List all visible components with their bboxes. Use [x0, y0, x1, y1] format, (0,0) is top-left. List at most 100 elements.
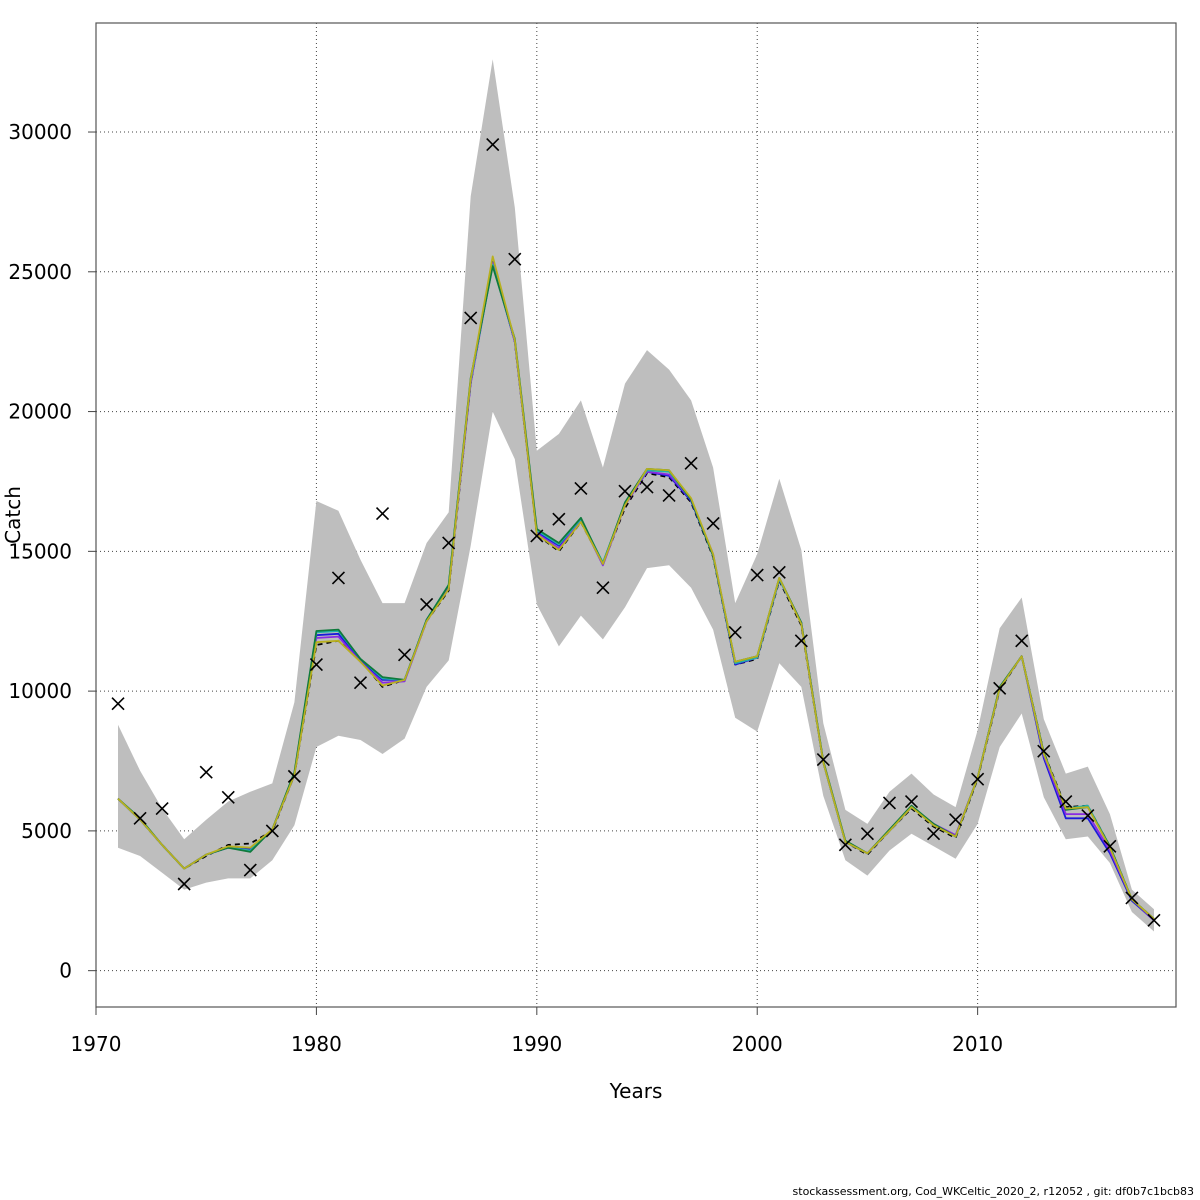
observation-stroke	[882, 796, 897, 810]
observation-point	[860, 827, 874, 841]
observation-stroke	[111, 697, 125, 711]
confidence-band-area	[118, 59, 1154, 932]
observation-point	[750, 568, 764, 582]
observation-point	[508, 252, 522, 266]
observation-stroke	[596, 581, 610, 595]
observation-stroke	[375, 507, 390, 521]
observation-stroke	[993, 681, 1007, 695]
y-axis-title: Catch	[1, 486, 25, 544]
observation-point	[287, 769, 301, 783]
observation-stroke	[618, 484, 632, 498]
observation-stroke	[486, 138, 500, 152]
observation-point	[794, 634, 808, 648]
observation-stroke	[794, 634, 808, 648]
observation-point	[111, 697, 125, 711]
observation-stroke	[816, 753, 830, 767]
observation-stroke	[1081, 808, 1095, 823]
x-axis: 1970 1980 1990 2000 2010	[71, 1007, 1003, 1056]
x-axis-title: Years	[609, 1079, 663, 1103]
observation-point	[552, 512, 566, 526]
observation-stroke	[331, 571, 346, 585]
observation-stroke	[420, 597, 434, 612]
observation-point	[1125, 891, 1139, 905]
x-tick-label: 1980	[291, 1032, 342, 1056]
observation-markers	[111, 138, 1161, 927]
observation-stroke	[309, 657, 323, 672]
observation-point	[375, 507, 390, 521]
y-tick-label: 10000	[8, 679, 72, 703]
observation-stroke	[155, 801, 169, 816]
observation-point	[1103, 839, 1117, 853]
observation-stroke	[552, 512, 566, 526]
observation-point	[993, 681, 1007, 695]
observation-stroke	[728, 625, 742, 639]
observation-point	[331, 571, 346, 585]
observation-point	[221, 790, 235, 804]
y-tick-label: 20000	[8, 400, 72, 424]
observation-point	[309, 657, 323, 672]
observation-stroke	[949, 813, 963, 827]
observation-stroke	[662, 488, 676, 502]
plot-frame	[95, 22, 1177, 1008]
observation-point	[728, 625, 742, 639]
observation-stroke	[1125, 891, 1139, 905]
x-tick-label: 1990	[511, 1032, 562, 1056]
observation-stroke	[1103, 839, 1117, 853]
observation-stroke	[684, 456, 698, 470]
observation-point	[1059, 794, 1073, 809]
observation-stroke	[640, 480, 654, 494]
observation-point	[971, 772, 985, 786]
observation-point	[420, 597, 434, 612]
y-tick-label: 30000	[8, 120, 72, 144]
y-tick-label: 0	[59, 959, 72, 983]
observation-point	[574, 481, 588, 496]
confidence-band	[118, 59, 1154, 932]
observation-stroke	[442, 536, 456, 550]
observation-point	[596, 581, 610, 595]
y-tick-label: 15000	[8, 539, 72, 563]
x-tick-label: 1970	[71, 1032, 122, 1056]
observation-stroke	[971, 772, 985, 786]
observation-point	[155, 801, 169, 816]
observation-point	[243, 863, 257, 877]
observation-point	[882, 796, 897, 810]
observation-stroke	[1015, 634, 1029, 648]
observation-stroke	[265, 824, 279, 838]
x-tick-label: 2000	[732, 1032, 783, 1056]
observation-stroke	[287, 769, 301, 783]
observation-stroke	[464, 311, 478, 325]
observation-stroke	[750, 568, 764, 582]
observation-point	[398, 648, 412, 662]
y-axis: 0 5000 10000 15000 20000 25000 30000	[8, 120, 96, 983]
observation-stroke	[221, 790, 235, 804]
observation-point	[1015, 634, 1029, 648]
observation-point	[530, 529, 544, 543]
observation-point	[640, 480, 654, 494]
observation-stroke	[1147, 913, 1161, 927]
observation-stroke	[772, 565, 786, 579]
observation-point	[838, 838, 852, 852]
observation-stroke	[199, 765, 213, 779]
observation-stroke	[904, 794, 919, 809]
observation-stroke	[177, 877, 191, 891]
observation-point	[1081, 808, 1095, 823]
observation-stroke	[243, 863, 257, 877]
observation-point	[1147, 913, 1161, 927]
observation-stroke	[133, 811, 147, 825]
observation-point	[904, 794, 919, 809]
observation-stroke	[838, 838, 852, 852]
observation-stroke	[398, 648, 412, 662]
observation-point	[133, 811, 147, 825]
observation-stroke	[706, 516, 720, 530]
observation-stroke	[860, 827, 874, 841]
observation-stroke	[926, 827, 941, 841]
observation-point	[618, 484, 632, 498]
observation-point	[949, 813, 963, 827]
footer-source: stockassessment.org, Cod_WKCeltic_2020_2…	[792, 1185, 1194, 1198]
observation-point	[464, 311, 478, 325]
observation-point	[177, 877, 191, 891]
observation-point	[353, 676, 368, 690]
observation-stroke	[530, 529, 544, 543]
observation-point	[816, 753, 830, 767]
